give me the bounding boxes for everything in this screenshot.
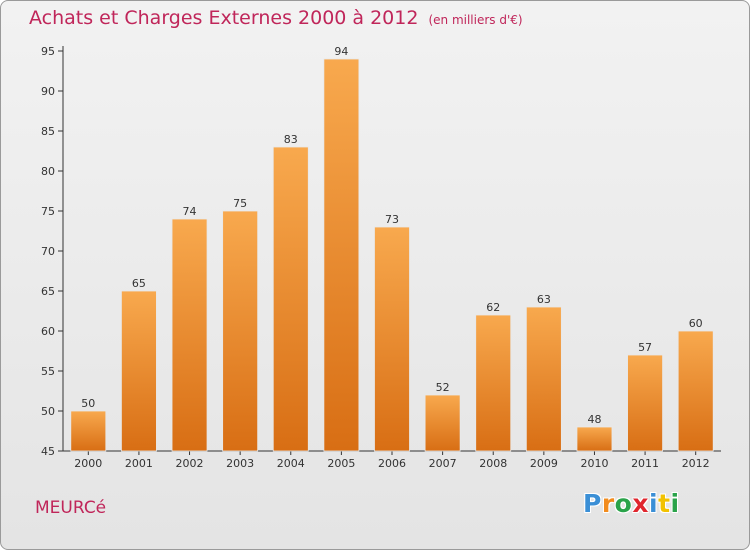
data-label-2003: 75 <box>233 197 247 210</box>
bar-2005 <box>323 58 360 452</box>
data-label-2011: 57 <box>638 341 652 354</box>
bar-2011 <box>627 354 663 452</box>
proxiti-logo: Proxiti <box>583 489 680 518</box>
bar-2000 <box>70 410 107 452</box>
commune-name: MEURCé <box>35 498 107 518</box>
data-label-2005: 94 <box>334 45 348 58</box>
y-tick-label: 60 <box>41 325 55 338</box>
logo-letter: P <box>583 489 602 518</box>
chart-title-text: Achats et Charges Externes 2000 à 2012 <box>29 7 419 29</box>
chart-title: Achats et Charges Externes 2000 à 2012 (e… <box>29 7 523 29</box>
x-tick-label-2004: 2004 <box>277 457 305 470</box>
data-label-2010: 48 <box>587 413 601 426</box>
x-tick-label-2007: 2007 <box>429 457 457 470</box>
bar-2001 <box>121 290 157 452</box>
y-tick-label: 65 <box>41 285 55 298</box>
x-tick-label-2005: 2005 <box>327 457 355 470</box>
logo-letter: r <box>601 489 615 518</box>
bar-2003 <box>222 210 259 452</box>
chart-subtitle: (en milliers d'€) <box>428 13 523 27</box>
data-label-2009: 63 <box>537 293 551 306</box>
bar-2010 <box>576 426 613 452</box>
data-label-2001: 65 <box>132 277 146 290</box>
y-tick-label: 70 <box>41 245 55 258</box>
bar-2002 <box>171 218 208 452</box>
bar-2008 <box>475 314 512 452</box>
logo-letter: t <box>658 489 671 518</box>
x-tick-label-2003: 2003 <box>226 457 254 470</box>
bar-2007 <box>424 394 461 452</box>
y-tick-label: 80 <box>41 165 55 178</box>
y-tick-label: 55 <box>41 365 55 378</box>
y-tick-label: 90 <box>41 85 55 98</box>
data-label-2012: 60 <box>689 317 703 330</box>
x-tick-label-2011: 2011 <box>631 457 659 470</box>
data-label-2007: 52 <box>436 381 450 394</box>
x-tick-label-2009: 2009 <box>530 457 558 470</box>
bar-2012 <box>677 330 714 452</box>
x-tick-label-2012: 2012 <box>682 457 710 470</box>
logo-letter: i <box>649 489 659 518</box>
data-label-2004: 83 <box>284 133 298 146</box>
x-tick-label-2010: 2010 <box>580 457 608 470</box>
data-label-2008: 62 <box>486 301 500 314</box>
logo-letter: i <box>670 489 680 518</box>
data-label-2006: 73 <box>385 213 399 226</box>
y-tick-label: 85 <box>41 125 55 138</box>
y-tick-label: 95 <box>41 45 55 58</box>
x-tick-label-2002: 2002 <box>176 457 204 470</box>
y-tick-label: 45 <box>41 445 55 458</box>
logo-letter: o <box>614 489 633 518</box>
x-tick-label-2006: 2006 <box>378 457 406 470</box>
x-tick-label-2001: 2001 <box>125 457 153 470</box>
bar-2006 <box>374 226 410 452</box>
data-label-2000: 50 <box>81 397 95 410</box>
bar-2009 <box>525 306 562 452</box>
x-tick-label-2000: 2000 <box>74 457 102 470</box>
y-tick-label: 50 <box>41 405 55 418</box>
bar-2004 <box>272 146 309 452</box>
x-tick-label-2008: 2008 <box>479 457 507 470</box>
y-tick-label: 75 <box>41 205 55 218</box>
logo-letter: x <box>632 489 649 518</box>
data-label-2002: 74 <box>183 205 197 218</box>
